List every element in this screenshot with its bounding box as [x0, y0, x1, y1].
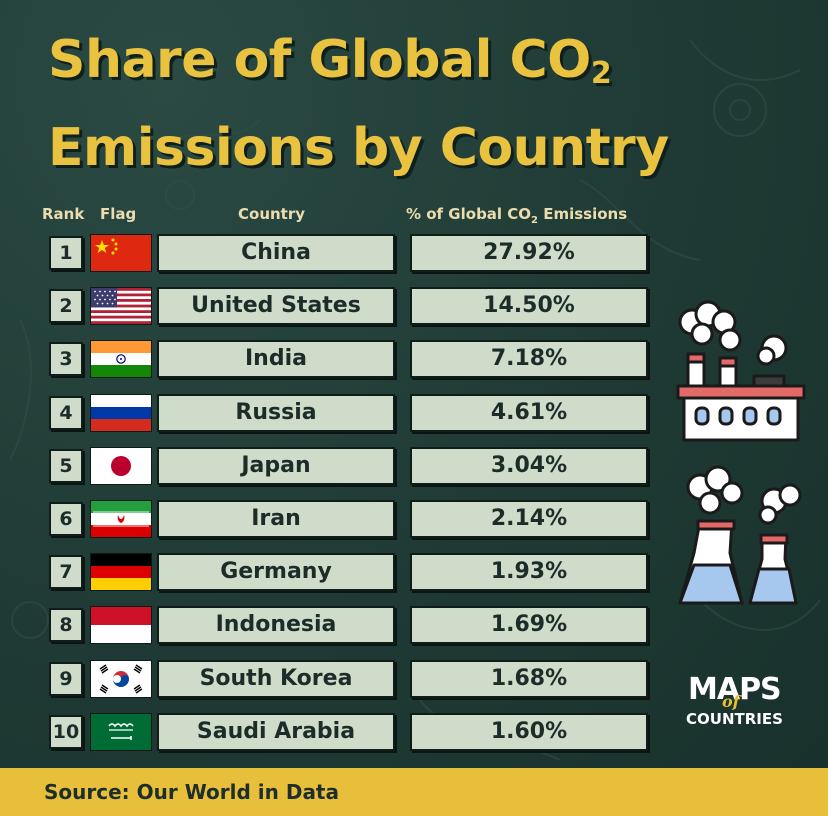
japan-flag: [90, 447, 152, 485]
rank-germany: 7: [49, 555, 83, 589]
header-flag: Flag: [100, 205, 137, 223]
rank-saudi-arabia: 10: [49, 715, 83, 749]
country-germany: Germany: [157, 553, 395, 591]
country-india: India: [157, 340, 395, 378]
maps-of-countries-logo: MAPS of COUNTRIES: [682, 672, 802, 732]
china-flag: [90, 234, 152, 272]
chart-title-line-2: Emissions by Country: [48, 118, 669, 178]
chart-title-line-1: Share of Global CO2: [48, 30, 612, 91]
rank-indonesia: 8: [49, 608, 83, 642]
rank-russia: 4: [49, 396, 83, 430]
iran-flag: [90, 500, 152, 538]
value-china: 27.92%: [410, 234, 648, 272]
rank-united-states: 2: [49, 289, 83, 323]
value-south-korea: 1.68%: [410, 660, 648, 698]
country-japan: Japan: [157, 447, 395, 485]
country-china: China: [157, 234, 395, 272]
value-indonesia: 1.69%: [410, 606, 648, 644]
value-japan: 3.04%: [410, 447, 648, 485]
rank-india: 3: [49, 342, 83, 376]
country-south-korea: South Korea: [157, 660, 395, 698]
value-saudi-arabia: 1.60%: [410, 713, 648, 751]
logo-maps-text: MAPS: [688, 672, 782, 707]
header-rank: Rank: [42, 205, 85, 223]
saudi-arabia-flag: [90, 713, 152, 751]
united-states-flag: [90, 287, 152, 325]
power-plant-icon: [678, 465, 802, 605]
country-russia: Russia: [157, 394, 395, 432]
india-flag: [90, 340, 152, 378]
country-saudi-arabia: Saudi Arabia: [157, 713, 395, 751]
rank-iran: 6: [49, 502, 83, 536]
country-iran: Iran: [157, 500, 395, 538]
germany-flag: [90, 553, 152, 591]
header-value: % of Global CO2 Emissions: [406, 205, 628, 226]
value-germany: 1.93%: [410, 553, 648, 591]
rank-china: 1: [49, 236, 83, 270]
logo-of-text: of: [722, 692, 740, 711]
south-korea-flag: [90, 660, 152, 698]
source-bar: [0, 768, 828, 816]
source-text: Source: Our World in Data: [44, 780, 339, 804]
header-country: Country: [238, 205, 306, 223]
logo-countries-text: COUNTRIES: [686, 710, 783, 728]
value-india: 7.18%: [410, 340, 648, 378]
value-iran: 2.14%: [410, 500, 648, 538]
country-indonesia: Indonesia: [157, 606, 395, 644]
country-united-states: United States: [157, 287, 395, 325]
rank-japan: 5: [49, 449, 83, 483]
rank-south-korea: 9: [49, 662, 83, 696]
russia-flag: [90, 394, 152, 432]
value-russia: 4.61%: [410, 394, 648, 432]
value-united-states: 14.50%: [410, 287, 648, 325]
indonesia-flag: [90, 606, 152, 644]
factory-icon: [676, 300, 806, 442]
